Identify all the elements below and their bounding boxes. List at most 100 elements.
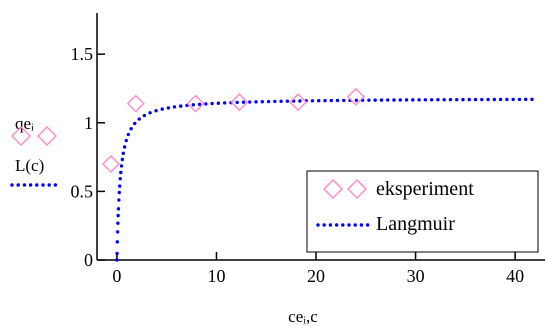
legend-eksperiment-markers xyxy=(323,179,367,199)
eksperiment-point xyxy=(346,87,365,106)
langmuir-dot xyxy=(398,98,402,102)
x-axis-ticks: 0 10 20 30 40 xyxy=(112,252,524,286)
series-eksperiment xyxy=(101,87,365,173)
langmuir-dot xyxy=(492,97,497,102)
langmuir-dot xyxy=(115,230,120,234)
legend-dot xyxy=(341,223,345,227)
langmuir-dot xyxy=(204,102,208,106)
langmuir-dot xyxy=(298,99,302,103)
eksperiment-point xyxy=(289,93,308,112)
langmuir-dot xyxy=(417,98,421,102)
langmuir-dot xyxy=(115,258,119,262)
legend-langmuir-dots xyxy=(316,223,370,227)
eksperiment-point xyxy=(230,93,249,112)
langmuir-dot xyxy=(342,98,346,103)
langmuir-dot xyxy=(122,145,127,149)
langmuir-dot xyxy=(329,98,333,103)
langmuir-dot xyxy=(530,97,534,102)
langmuir-dot xyxy=(467,97,471,102)
langmuir-dot xyxy=(116,213,120,218)
x-tick-label: 40 xyxy=(506,266,524,286)
langmuir-dot xyxy=(367,98,371,102)
langmuir-dot xyxy=(129,127,133,131)
langmuir-dot xyxy=(191,103,195,107)
langmuir-dot xyxy=(117,190,121,195)
y-label-dot xyxy=(28,183,33,187)
legend-label-langmuir: Langmuir xyxy=(376,213,455,235)
langmuir-dot xyxy=(133,121,137,126)
langmuir-dot xyxy=(473,97,478,102)
langmuir-dot xyxy=(119,170,123,175)
langmuir-dot xyxy=(279,99,283,103)
langmuir-dot xyxy=(373,98,377,102)
langmuir-dot xyxy=(442,98,446,102)
langmuir-dot xyxy=(118,177,122,181)
langmuir-dot xyxy=(429,98,434,102)
y-tick-label: 0.5 xyxy=(71,181,94,201)
legend-dot xyxy=(316,223,320,227)
langmuir-dot xyxy=(137,117,141,121)
langmuir-dot xyxy=(117,198,121,202)
x-tick-label: 10 xyxy=(207,266,225,286)
langmuir-dot xyxy=(119,164,124,168)
langmuir-dot xyxy=(423,98,428,102)
langmuir-dot xyxy=(498,97,503,102)
langmuir-dot xyxy=(354,98,359,102)
legend-dot xyxy=(365,223,370,227)
x-tick-label: 30 xyxy=(407,266,425,286)
langmuir-dot xyxy=(148,111,152,115)
y-axis-label-langmuir: L(c) xyxy=(15,156,44,175)
legend-label-eksperiment: eksperiment xyxy=(376,178,474,200)
langmuir-dot xyxy=(260,99,264,104)
x-tick-label: 20 xyxy=(307,266,325,286)
langmuir-dot xyxy=(142,113,147,118)
langmuir-dot xyxy=(386,98,390,102)
langmuir-dot xyxy=(179,104,183,108)
y-label-dot xyxy=(41,183,45,187)
y-label-dot xyxy=(35,183,39,187)
legend-dot xyxy=(347,223,351,227)
langmuir-dot xyxy=(248,100,252,104)
langmuir-dot xyxy=(461,97,465,102)
langmuir-dot xyxy=(235,100,239,105)
langmuir-dot xyxy=(524,97,528,102)
y-axis-label-diamond-markers xyxy=(11,126,57,146)
langmuir-dot xyxy=(335,98,340,103)
legend-dot xyxy=(353,223,357,227)
legend-dot xyxy=(359,223,364,227)
langmuir-dot xyxy=(210,101,214,106)
legend-diamond xyxy=(323,179,343,199)
langmuir-dot xyxy=(317,98,321,103)
langmuir-dot xyxy=(121,151,126,156)
langmuir-dot xyxy=(222,101,227,105)
eksperiment-point xyxy=(101,154,120,173)
y-label-dot xyxy=(22,183,27,187)
y-label-dot xyxy=(47,183,51,187)
langmuir-dot xyxy=(116,207,121,211)
langmuir-dot xyxy=(166,106,171,110)
legend-box xyxy=(306,170,539,253)
langmuir-dot xyxy=(323,98,327,103)
eksperiment-point xyxy=(126,94,145,113)
y-label-dot xyxy=(53,183,58,187)
y-tick-label: 1 xyxy=(84,113,93,133)
langmuir-dot xyxy=(379,98,384,102)
langmuir-dot xyxy=(197,102,202,107)
langmuir-dot xyxy=(154,109,158,113)
langmuir-dot xyxy=(120,157,125,162)
langmuir-dot xyxy=(216,101,221,105)
y-label-dot xyxy=(10,183,14,187)
langmuir-dot xyxy=(392,98,396,102)
langmuir-dot xyxy=(455,97,459,102)
legend-diamond xyxy=(347,179,367,199)
y-tick-label: 0 xyxy=(84,250,93,270)
langmuir-dot xyxy=(404,98,409,102)
legend: eksperiment Langmuir xyxy=(306,170,539,253)
langmuir-dot xyxy=(411,98,415,102)
langmuir-dot xyxy=(310,99,315,103)
y-label-diamond xyxy=(11,126,31,146)
langmuir-dot xyxy=(480,97,484,102)
langmuir-dot xyxy=(126,132,131,137)
langmuir-dot xyxy=(273,99,277,104)
langmuir-dot xyxy=(115,240,120,244)
